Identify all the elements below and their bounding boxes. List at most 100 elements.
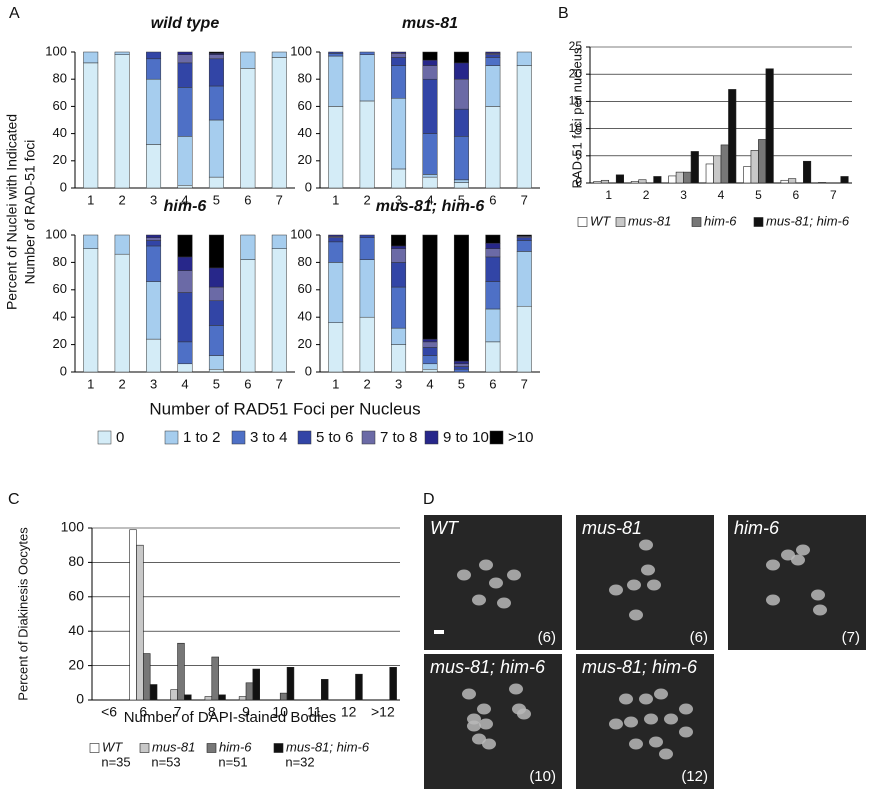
bar xyxy=(238,696,247,701)
y-tick-label: 100 xyxy=(61,519,85,535)
x-tick-label: 7 xyxy=(276,192,283,207)
bar-segment xyxy=(453,366,469,370)
bar xyxy=(593,181,602,184)
x-tick-label: 2 xyxy=(119,376,126,391)
chromosome xyxy=(791,554,805,566)
bar-segment xyxy=(271,57,287,189)
bar-segment xyxy=(146,240,162,247)
bar-segment xyxy=(391,57,407,66)
legend-swatch xyxy=(273,743,284,753)
bar-segment xyxy=(240,259,256,373)
bar-segment xyxy=(208,85,224,121)
panel-letter: D xyxy=(423,491,435,508)
y-axis-label: Number of RAD-51 foci xyxy=(22,140,38,285)
bar-segment xyxy=(83,51,99,64)
bar xyxy=(170,689,178,701)
y-axis-label: Percent of Nuclei with Indicated xyxy=(4,114,20,310)
subplot-title: him-6 xyxy=(164,198,207,215)
micrograph-count: (12) xyxy=(681,768,708,785)
bar xyxy=(211,656,219,701)
chromosome xyxy=(766,594,780,606)
chromosome xyxy=(629,609,643,621)
chromosome xyxy=(796,544,810,556)
x-tick-label: 10 xyxy=(272,704,288,720)
bar-segment xyxy=(83,234,99,249)
y-tick-label: 80 xyxy=(298,254,312,269)
bar-segment xyxy=(208,51,224,54)
bar-segment xyxy=(422,174,438,178)
bar-segment xyxy=(114,234,130,255)
x-tick-label: 7 xyxy=(174,704,182,720)
bar-segment xyxy=(391,97,407,170)
bar xyxy=(758,139,767,184)
chromosome xyxy=(654,688,668,700)
y-tick-label: 80 xyxy=(53,254,67,269)
y-tick-label: 20 xyxy=(53,336,67,351)
bar-segment xyxy=(359,51,375,55)
legend-swatch xyxy=(139,743,150,753)
bar-segment xyxy=(391,51,407,54)
bar-segment xyxy=(453,62,469,80)
x-tick-label: 1 xyxy=(332,376,339,391)
bar xyxy=(320,679,329,701)
chromosome xyxy=(664,713,678,725)
chromosome xyxy=(479,718,493,730)
y-tick-label: 60 xyxy=(298,98,312,113)
bar-segment xyxy=(485,248,501,258)
bar-segment xyxy=(177,341,193,365)
bar xyxy=(204,696,213,701)
y-tick-label: 0 xyxy=(60,363,67,378)
x-axis-label: Number of RAD51 Foci per Nucleus xyxy=(149,399,420,418)
bar-segment xyxy=(328,51,344,54)
x-tick-label: 2 xyxy=(643,188,650,202)
bar xyxy=(705,163,714,184)
bar-segment xyxy=(516,305,532,373)
bar-segment xyxy=(485,234,501,244)
x-tick-label: 9 xyxy=(242,704,250,720)
y-tick-label: 60 xyxy=(298,281,312,296)
bar-segment xyxy=(328,55,344,107)
bar-segment xyxy=(391,344,407,373)
x-tick-label: 3 xyxy=(395,376,402,391)
legend-swatch xyxy=(361,430,376,445)
bar-segment xyxy=(271,51,287,58)
bar-segment xyxy=(359,259,375,318)
bar-segment xyxy=(114,54,130,189)
y-tick-label: 80 xyxy=(68,553,84,569)
bar-segment xyxy=(146,51,162,60)
subplot-title: wild type xyxy=(151,15,220,32)
bar xyxy=(690,151,699,184)
bar-segment xyxy=(422,369,438,373)
bar-segment xyxy=(391,168,407,189)
bar xyxy=(713,155,722,184)
legend-label: mus-81; him-6 xyxy=(766,213,850,228)
bar-segment xyxy=(453,234,469,362)
bar xyxy=(252,668,260,701)
bar-segment xyxy=(177,51,193,55)
bar xyxy=(136,544,144,701)
bar-segment xyxy=(485,341,501,373)
x-tick-label: 7 xyxy=(276,376,283,391)
bar xyxy=(389,667,397,701)
legend-label: 9 to 10 xyxy=(443,429,489,446)
bar-segment xyxy=(83,62,99,189)
bar-segment xyxy=(177,292,193,343)
y-tick-label: 60 xyxy=(68,588,84,604)
bar-segment xyxy=(177,62,193,88)
bar-segment xyxy=(516,237,532,241)
legend-swatch xyxy=(615,217,626,227)
n-label: n=35 xyxy=(101,754,130,769)
legend-swatch xyxy=(691,217,702,227)
x-tick-label: 6 xyxy=(244,376,251,391)
chromosome xyxy=(766,559,780,571)
bar xyxy=(720,144,729,184)
chromosome xyxy=(679,726,693,738)
bar xyxy=(668,175,677,184)
bar-segment xyxy=(208,58,224,87)
bar xyxy=(743,166,752,184)
bar-segment xyxy=(177,363,193,373)
legend-swatch xyxy=(231,430,246,445)
x-tick-label: 1 xyxy=(332,192,339,207)
bar-segment xyxy=(422,51,438,61)
